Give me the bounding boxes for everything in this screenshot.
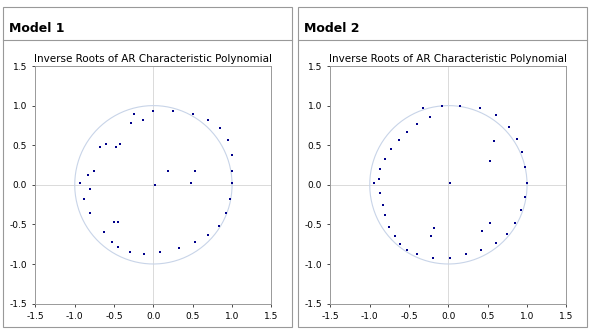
Point: [395, 242, 404, 247]
Point: [225, 196, 234, 202]
Point: [109, 219, 119, 225]
Text: Model 1: Model 1: [9, 21, 64, 35]
Point: [80, 196, 89, 202]
Point: [168, 109, 178, 114]
Point: [486, 220, 495, 225]
Point: [489, 139, 499, 144]
Point: [113, 219, 123, 225]
Point: [412, 121, 422, 126]
Point: [522, 181, 532, 186]
Point: [83, 173, 93, 178]
Point: [191, 239, 200, 245]
Point: [221, 210, 231, 215]
Point: [139, 117, 148, 122]
Point: [486, 158, 495, 164]
Point: [150, 182, 160, 187]
Point: [381, 212, 390, 217]
Point: [445, 181, 455, 186]
Point: [139, 251, 149, 256]
Point: [227, 152, 237, 157]
Point: [90, 168, 99, 173]
Point: [520, 165, 529, 170]
Point: [402, 247, 411, 252]
Point: [428, 255, 437, 260]
Point: [129, 111, 139, 116]
Point: [517, 149, 526, 154]
Point: [516, 208, 526, 213]
Title: Inverse Roots of AR Characteristic Polynomial: Inverse Roots of AR Characteristic Polyn…: [34, 54, 273, 64]
Point: [390, 234, 399, 239]
Point: [504, 124, 514, 130]
Point: [115, 141, 124, 146]
Point: [227, 168, 237, 173]
Point: [461, 252, 470, 257]
Point: [227, 181, 237, 186]
Point: [402, 129, 411, 134]
Point: [101, 141, 111, 146]
Point: [204, 117, 213, 122]
Point: [427, 234, 436, 239]
Point: [455, 103, 465, 108]
Point: [204, 232, 213, 237]
Point: [186, 181, 196, 186]
Point: [418, 105, 428, 111]
Point: [512, 136, 522, 142]
Point: [386, 147, 396, 152]
Point: [76, 181, 85, 186]
Point: [510, 220, 520, 225]
Point: [95, 144, 104, 149]
Point: [224, 137, 233, 142]
Point: [188, 111, 198, 116]
Point: [191, 168, 200, 173]
Point: [215, 125, 225, 130]
Point: [412, 252, 422, 257]
Point: [375, 177, 384, 182]
Point: [378, 202, 388, 207]
Point: [107, 239, 116, 245]
Title: Inverse Roots of AR Characteristic Polynomial: Inverse Roots of AR Characteristic Polyn…: [329, 54, 568, 64]
Point: [477, 247, 486, 252]
Point: [99, 230, 109, 235]
Point: [125, 249, 135, 255]
Point: [375, 190, 385, 195]
Point: [375, 166, 385, 172]
Point: [175, 246, 184, 251]
Point: [394, 137, 404, 142]
Point: [369, 181, 378, 186]
Point: [491, 113, 500, 118]
Point: [503, 231, 512, 237]
Point: [214, 223, 224, 229]
Point: [155, 249, 165, 255]
Point: [475, 105, 484, 111]
Point: [149, 109, 158, 114]
Point: [425, 115, 435, 120]
Text: Model 2: Model 2: [304, 21, 359, 35]
Point: [113, 244, 123, 249]
Point: [445, 255, 455, 260]
Point: [127, 120, 136, 126]
Point: [381, 156, 390, 161]
Point: [86, 186, 95, 191]
Point: [491, 240, 500, 245]
Point: [520, 194, 529, 199]
Point: [477, 228, 487, 233]
Point: [111, 144, 120, 149]
Point: [437, 103, 447, 108]
Point: [430, 226, 439, 231]
Point: [163, 168, 172, 173]
Point: [86, 210, 95, 215]
Point: [385, 224, 394, 229]
